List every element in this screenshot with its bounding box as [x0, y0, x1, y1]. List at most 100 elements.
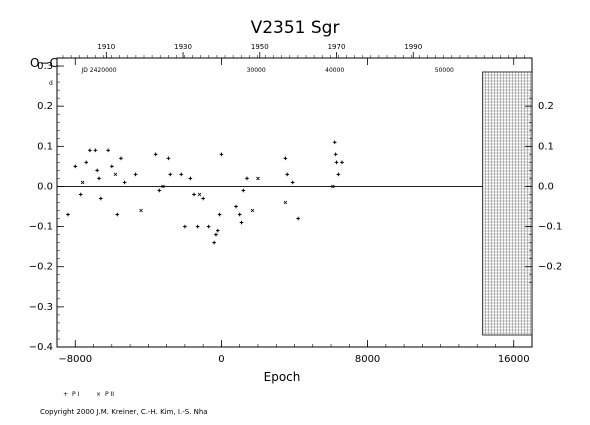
data-point-plus: [153, 152, 158, 157]
data-point-plus: [84, 160, 89, 165]
data-point-plus: [245, 176, 249, 181]
y-tick-label: 0.1: [37, 141, 53, 152]
data-point-x: [283, 200, 288, 205]
data-point-x-b: [283, 200, 288, 205]
data-point-plus: [93, 148, 98, 153]
year-tick-label: 1950: [251, 43, 269, 51]
data-point-plus: [88, 148, 92, 153]
data-point-plus: [237, 212, 242, 217]
legend-label-p2: P II: [105, 391, 114, 398]
data-point-x-b: [161, 184, 165, 189]
data-point-x: [331, 184, 335, 189]
data-point-plus: [215, 228, 220, 233]
jd-tick-label: 50000: [435, 67, 454, 74]
data-point-plus: [239, 220, 244, 225]
x-tick-label: 0: [218, 354, 224, 365]
x-tick-label: 16000: [498, 354, 530, 365]
y-tick-label: 0.3: [37, 61, 53, 72]
data-point-plus: [166, 156, 171, 161]
x-tick-label: −8000: [58, 354, 92, 365]
data-point-plus: [122, 180, 127, 185]
plot-frame: [56, 57, 533, 348]
year-tick-label: 1930: [174, 43, 192, 51]
data-point-x-b: [197, 192, 202, 197]
data-point-plus: [99, 196, 103, 201]
right-tick-label: −0.2: [538, 262, 562, 273]
data-point-plus: [119, 156, 123, 161]
data-point-plus: [188, 176, 193, 181]
jd-tick-label: JD 2420000: [81, 67, 117, 74]
data-point-plus: [206, 224, 211, 229]
y-tick-label: −0.3: [29, 302, 53, 313]
data-point-x: [256, 176, 260, 181]
chart-title: V2351 Sgr: [251, 18, 340, 38]
data-point-x-b: [139, 208, 143, 213]
data-point-plus: [133, 172, 138, 177]
data-point-plus: [340, 160, 344, 165]
data-point-plus: [95, 168, 99, 173]
data-point-x: [139, 208, 143, 213]
data-point-plus: [179, 172, 184, 177]
y-tick-label: −0.2: [29, 262, 53, 273]
right-tick-label: 0.0: [538, 181, 554, 192]
y-tick-label: 0.0: [37, 181, 53, 192]
data-point-plus: [234, 204, 238, 209]
year-tick-label: 1990: [404, 43, 422, 51]
y-tick-label: 0.2: [37, 101, 53, 112]
data-point-plus: [217, 212, 222, 217]
data-point-plus: [290, 180, 295, 185]
y-tick-label: −0.1: [29, 222, 53, 233]
data-point-plus: [219, 152, 224, 157]
y-axis-label: O−C: [30, 56, 58, 70]
data-point-x: [80, 180, 85, 185]
series-p-i: [66, 140, 344, 245]
right-tick-label: 0.1: [538, 141, 554, 152]
data-point-plus: [334, 160, 339, 165]
data-point-plus: [110, 164, 114, 169]
data-point-plus: [192, 192, 196, 197]
right-tick-label: −0.1: [538, 222, 562, 233]
data-point-x: [197, 192, 202, 197]
jd-tick-label: 30000: [247, 67, 266, 74]
data-point-plus: [73, 164, 78, 169]
data-point-plus: [168, 172, 173, 177]
data-point-x-b: [256, 176, 260, 181]
right-tick-label: 0.2: [538, 101, 554, 112]
data-point-plus: [106, 148, 110, 153]
copyright-text: Copyright 2000 J.M. Kreiner, C.-H. Kim, …: [40, 408, 208, 416]
x-tick-label: 8000: [355, 354, 380, 365]
data-point-plus: [214, 232, 218, 237]
data-point-x-b: [331, 184, 335, 189]
year-tick-label: 1910: [97, 43, 115, 51]
data-point-plus: [283, 156, 288, 161]
data-point-plus: [66, 212, 70, 217]
data-point-plus: [183, 224, 187, 229]
data-point-plus: [195, 224, 200, 229]
legend-marker-p1: +: [63, 391, 68, 398]
y-axis-label-superscript: d: [49, 80, 53, 87]
data-point-x: [113, 172, 118, 177]
hatched-region: [482, 71, 533, 336]
data-point-x-b: [250, 208, 255, 213]
data-point-plus: [201, 196, 205, 201]
jd-tick-label: 40000: [325, 67, 344, 74]
year-tick-label: 1970: [328, 43, 346, 51]
data-point-plus: [212, 240, 216, 245]
legend-label-p1: P I: [72, 391, 80, 398]
data-point-plus: [97, 176, 101, 181]
series-p-ii: [80, 172, 335, 213]
data-point-x-b: [80, 180, 85, 185]
data-point-plus: [296, 216, 300, 221]
data-point-plus: [336, 172, 341, 177]
y-tick-label: −0.4: [29, 342, 53, 353]
data-point-plus: [333, 152, 338, 157]
data-point-plus: [285, 172, 289, 177]
data-point-plus: [78, 192, 83, 197]
data-point-x-b: [113, 172, 118, 177]
legend: + P I × P II: [63, 391, 114, 398]
data-point-plus: [332, 140, 337, 145]
data-point-x: [161, 184, 165, 189]
x-axis-label: Epoch: [264, 370, 301, 384]
data-point-plus: [115, 212, 120, 217]
data-point-plus: [157, 188, 162, 193]
